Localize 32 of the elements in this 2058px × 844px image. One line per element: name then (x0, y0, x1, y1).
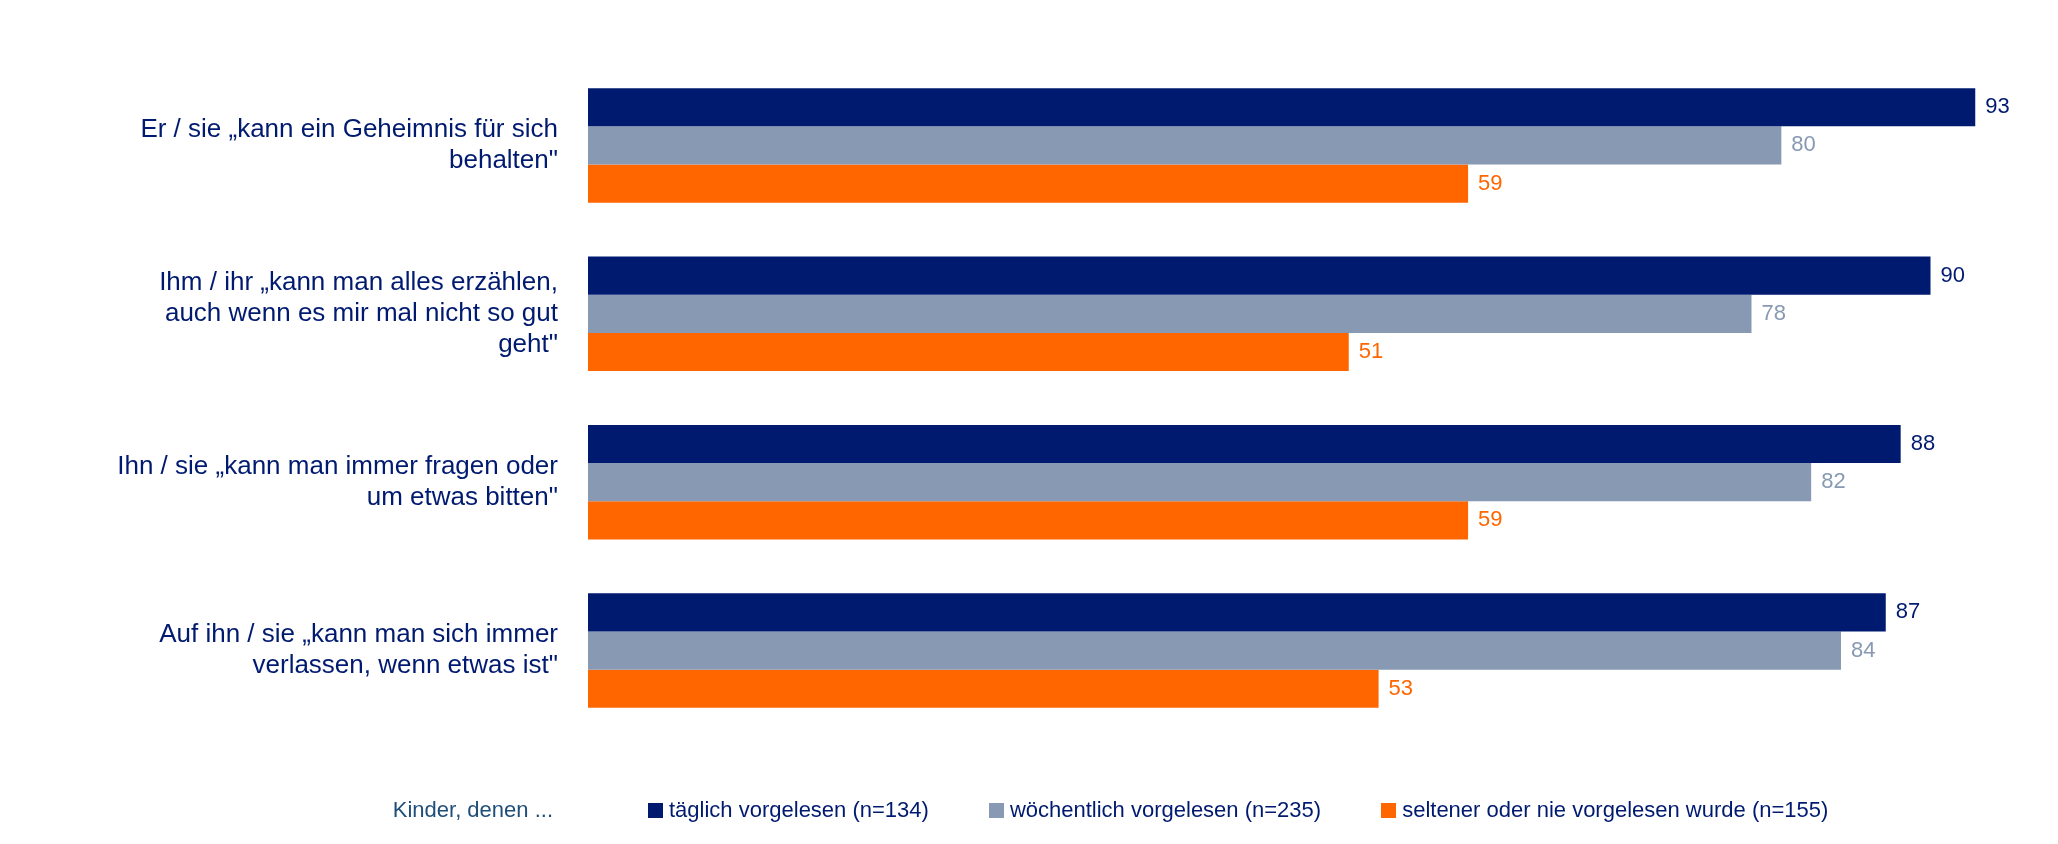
data-label: 82 (1821, 468, 1846, 494)
bar (588, 256, 1931, 295)
data-label: 59 (1478, 169, 1503, 195)
data-label: 53 (1388, 674, 1414, 700)
legend-label: seltener oder nie vorgelesen wurde (n=155) (1402, 797, 1829, 823)
bar (588, 593, 1886, 632)
bar (588, 164, 1469, 203)
y-tick-label: Auf ihn / sie „kann man sich immer verlassen, wenn etwas ist" (159, 618, 559, 680)
bar (588, 463, 1812, 502)
data-label: 93 (1985, 93, 2010, 119)
data-label: 78 (1761, 299, 1786, 325)
data-label: 87 (1895, 598, 1921, 624)
data-label: 51 (1358, 338, 1384, 364)
data-label: 88 (1910, 430, 1936, 456)
data-label: 80 (1791, 131, 1816, 157)
data-label: 84 (1851, 636, 1876, 662)
bar (588, 424, 1901, 464)
bar (588, 631, 1841, 670)
y-tick-label: Er / sie „kann ein Geheimnis für sich behalten" (140, 112, 558, 175)
bar (588, 88, 1976, 127)
bar (588, 501, 1469, 540)
bar (588, 332, 1349, 372)
bar (588, 669, 1379, 708)
legend-label: wöchentlich vorgelesen (n=235) (1009, 797, 1322, 823)
bar (588, 294, 1752, 333)
legend-title: Kinder, denen ... (391, 797, 553, 823)
y-tick-label: Ihm / ihr „kann man alles erzählen, auch wenn es mir mal nicht so gut geht" (159, 265, 559, 359)
data-label: 59 (1478, 506, 1503, 532)
data-label: 90 (1940, 261, 1965, 287)
legend-label: täglich vorgelesen (n=134) (669, 797, 929, 823)
bar (588, 126, 1782, 165)
y-tick-label: Ihn / sie „kann man immer fragen oder um etwas bitten" (117, 449, 559, 511)
